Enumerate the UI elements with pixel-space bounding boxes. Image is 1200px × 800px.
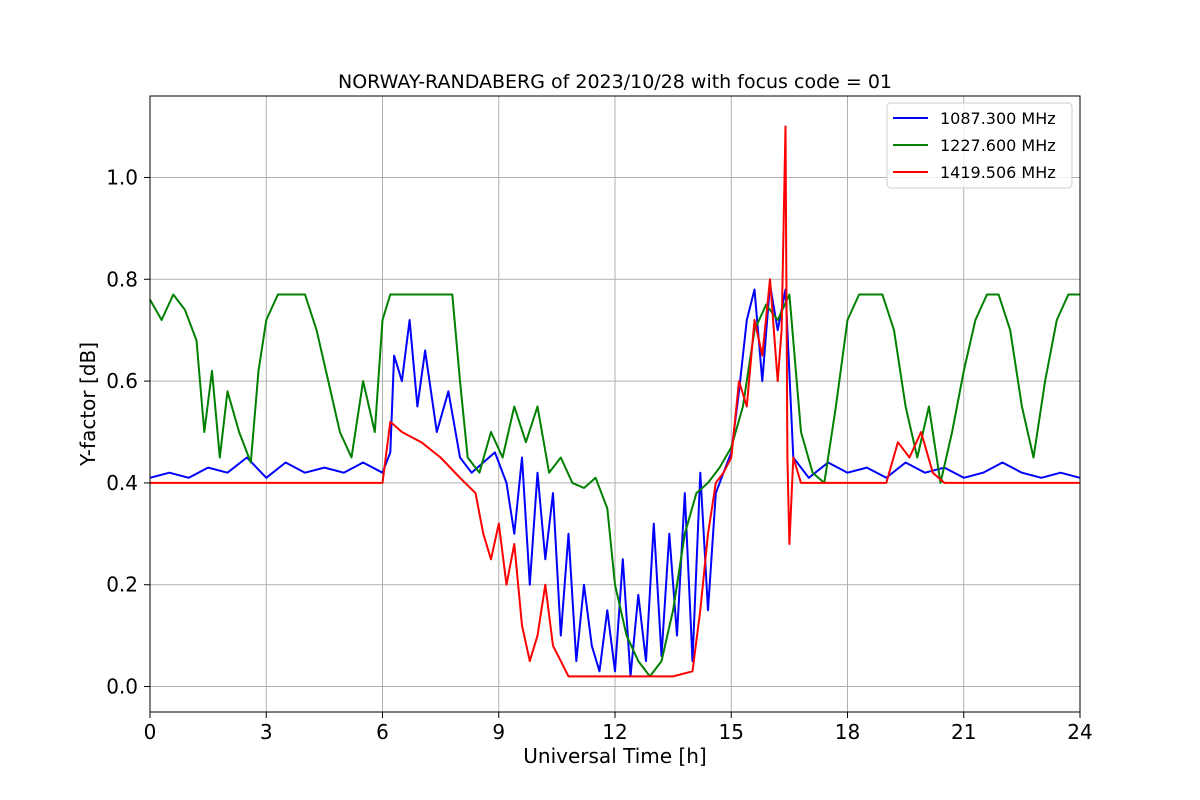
series-line-1419	[150, 125, 1080, 678]
y-tick-label: 0.6	[106, 369, 138, 393]
x-tick-label: 0	[144, 720, 157, 744]
y-tick-label: 0.4	[106, 471, 138, 495]
x-tick-label: 9	[492, 720, 505, 744]
y-tick-label: 0.8	[106, 267, 138, 291]
x-tick-label: 3	[260, 720, 273, 744]
legend-label-1227: 1227.600 MHz	[940, 136, 1056, 155]
x-tick-label: 21	[951, 720, 976, 744]
x-tick-label: 12	[602, 720, 627, 744]
legend-label-1419: 1419.506 MHz	[940, 163, 1056, 182]
chart-title: NORWAY-RANDABERG of 2023/10/28 with focu…	[338, 71, 892, 93]
x-tick-label: 18	[835, 720, 860, 744]
axis-ticks: 0 3 6 9 12 15 18 21 24 0.0 0.2 0.4 0.6 0.8 1.0	[106, 165, 1093, 744]
y-tick-label: 0.2	[106, 573, 138, 597]
x-tick-label: 15	[719, 720, 744, 744]
series-line-1087	[149, 283, 1081, 678]
legend: 1087.300 MHz 1227.600 MHz 1419.506 MHz	[886, 102, 1073, 189]
series-line-1227	[149, 293, 1080, 678]
y-tick-label: 1.0	[106, 165, 138, 189]
x-axis-label: Universal Time [h]	[523, 744, 706, 768]
x-tick-label: 6	[376, 720, 389, 744]
legend-box	[886, 102, 1073, 189]
legend-label-1087: 1087.300 MHz	[940, 109, 1056, 128]
x-tick-label: 24	[1067, 720, 1092, 744]
y-tick-label: 0.0	[106, 675, 138, 699]
y-axis-label: Y-factor [dB]	[76, 342, 100, 467]
series-lines	[149, 125, 1081, 678]
